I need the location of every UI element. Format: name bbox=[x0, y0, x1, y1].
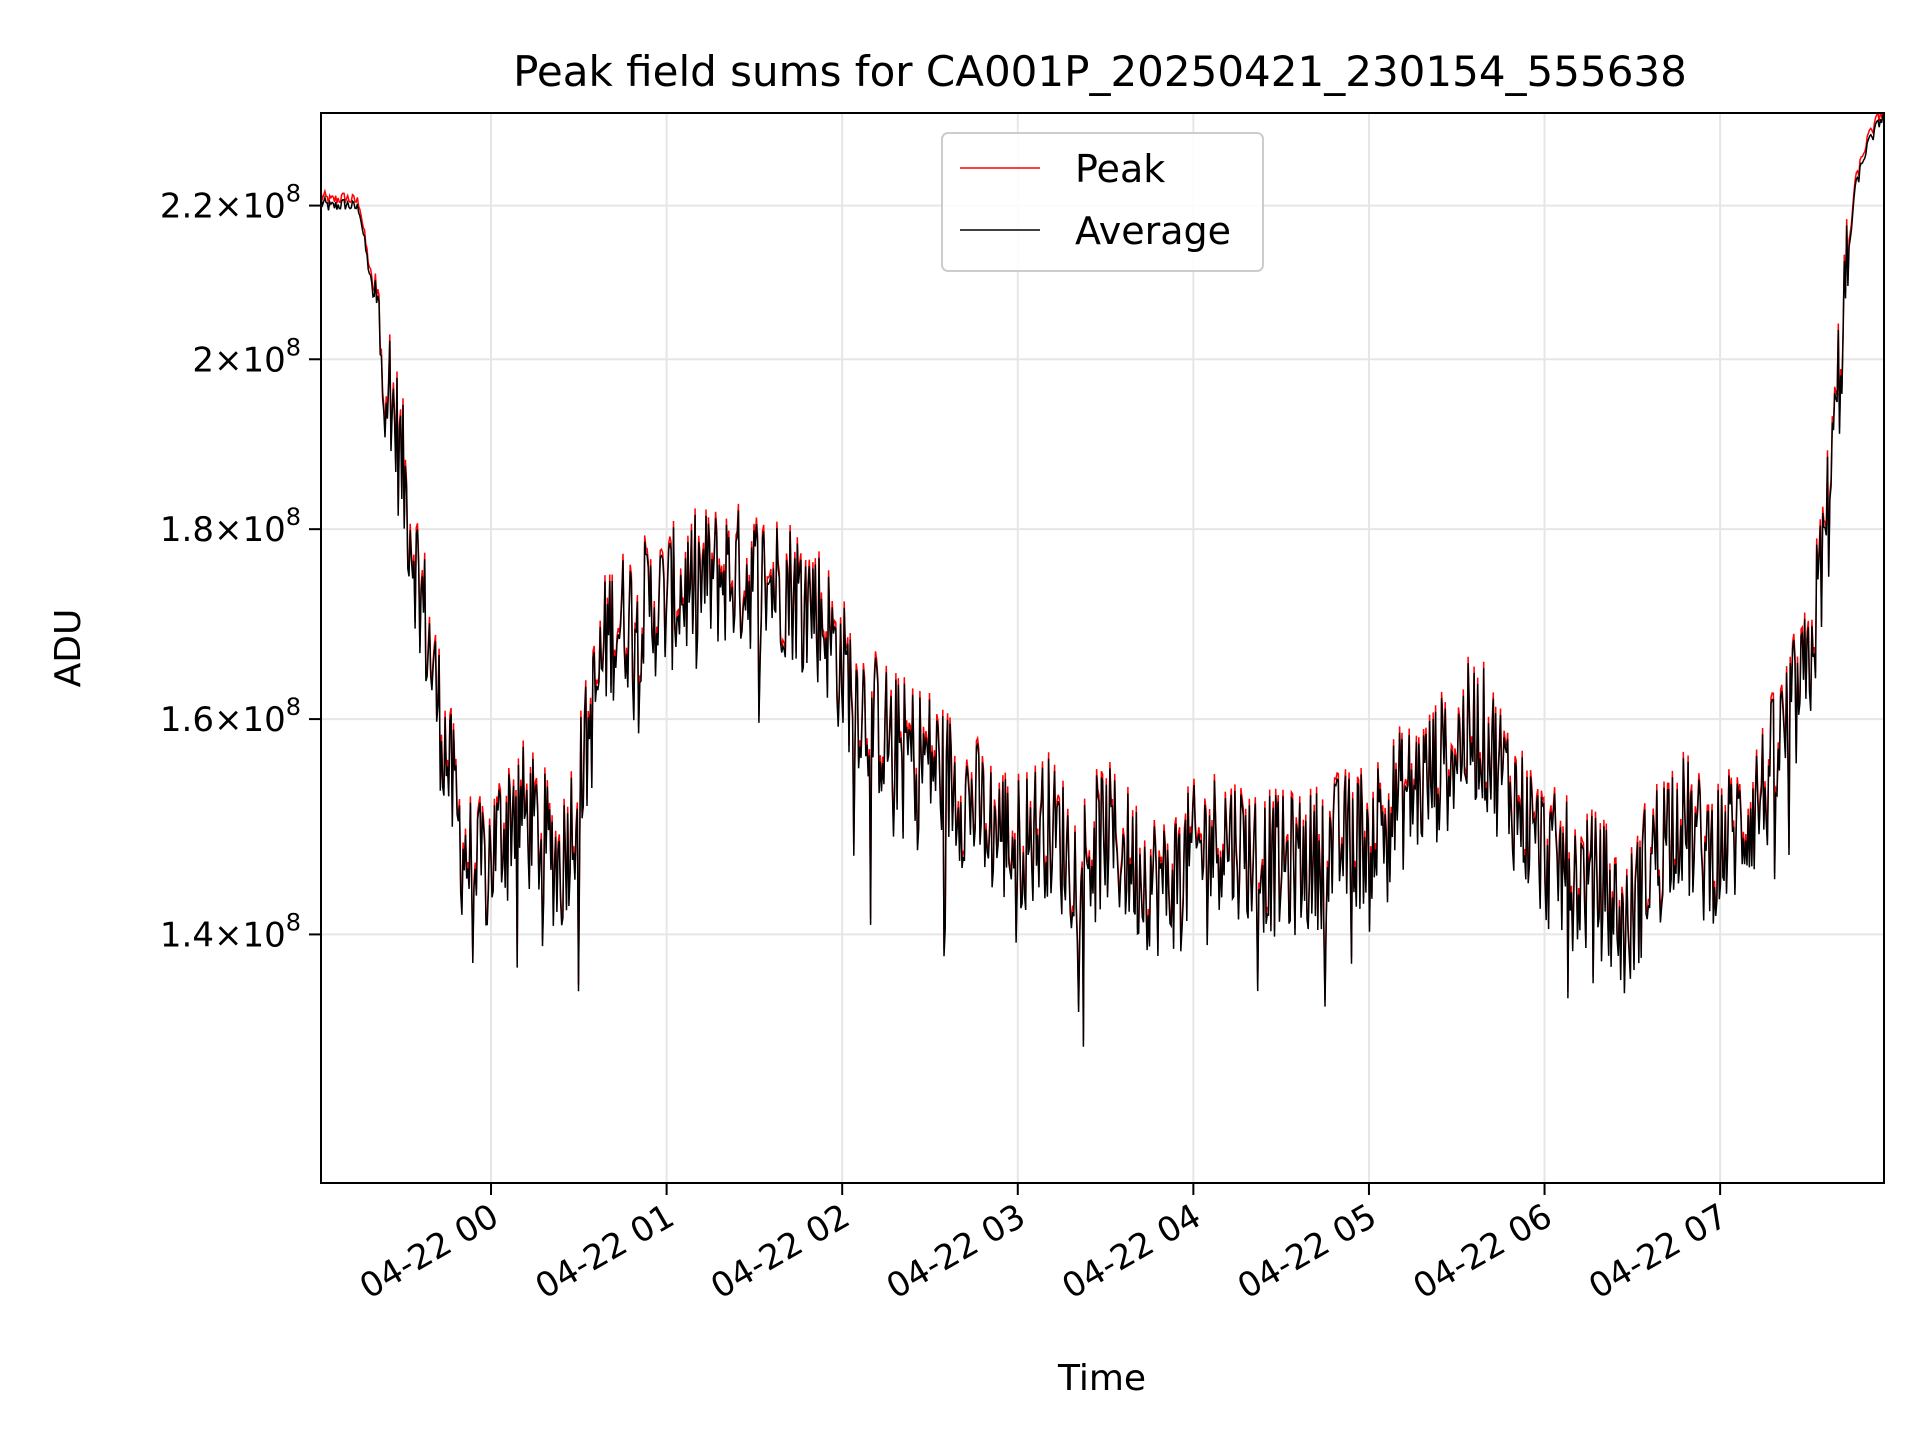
series-layer bbox=[320, 112, 1885, 1047]
y-tick-label: 2×108 bbox=[192, 333, 301, 380]
y-tick-times: × bbox=[214, 915, 243, 955]
y-tick-exponent: 8 bbox=[286, 180, 301, 208]
legend-peak-label: Peak bbox=[1075, 147, 1165, 191]
chart-title: Peak field sums for CA001P_20250421_2301… bbox=[513, 47, 1687, 96]
y-tick-mantissa: 1.6 bbox=[160, 700, 214, 740]
y-tick-label: 1.8×108 bbox=[160, 503, 301, 550]
y-tick-exponent: 8 bbox=[286, 908, 301, 936]
y-tick-times: × bbox=[214, 187, 243, 227]
y-tick-label: 1.4×108 bbox=[160, 908, 301, 955]
y-tick-times: × bbox=[214, 340, 243, 380]
y-tick-exponent: 8 bbox=[286, 333, 301, 361]
y-tick-base: 10 bbox=[242, 700, 285, 740]
y-tick-mantissa: 2 bbox=[192, 340, 214, 380]
legend: Peak Average bbox=[941, 132, 1264, 272]
y-tick-base: 10 bbox=[242, 187, 285, 227]
grid bbox=[321, 113, 1884, 1183]
x-axis-label: Time bbox=[1057, 1358, 1146, 1399]
y-tick-label: 1.6×108 bbox=[160, 693, 301, 740]
y-tick-label: 2.2×108 bbox=[160, 180, 301, 227]
y-axis-label: ADU bbox=[48, 609, 89, 688]
y-tick-base: 10 bbox=[242, 915, 285, 955]
y-tick-exponent: 8 bbox=[286, 693, 301, 721]
y-tick-mantissa: 2.2 bbox=[160, 187, 214, 227]
y-tick-mantissa: 1.4 bbox=[160, 915, 214, 955]
y-tick-mantissa: 1.8 bbox=[160, 510, 214, 550]
y-tick-exponent: 8 bbox=[286, 503, 301, 531]
y-tick-base: 10 bbox=[242, 340, 285, 380]
legend-average-label: Average bbox=[1075, 209, 1231, 253]
y-tick-base: 10 bbox=[242, 510, 285, 550]
plot-frame bbox=[320, 112, 1885, 1184]
y-tick-times: × bbox=[214, 700, 243, 740]
series-line-average bbox=[320, 114, 1885, 1047]
y-tick-times: × bbox=[214, 510, 243, 550]
